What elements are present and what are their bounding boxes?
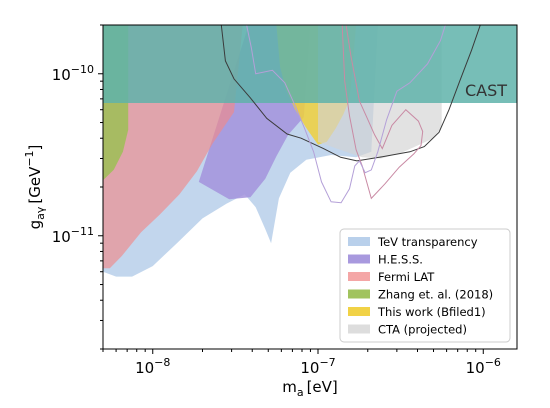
x-tick-label: 10−7 — [300, 356, 335, 377]
legend-label-fermi-lat: Fermi LAT — [378, 270, 435, 284]
plot-areas — [103, 25, 517, 277]
axis-ticks: 10−8 10−7 10−6 10−11 10−10 — [52, 24, 501, 377]
legend-swatch-cta-projected — [348, 324, 370, 334]
outline-dark — [220, 25, 481, 162]
legend-label-h-e-s-s: H.E.S.S. — [378, 253, 423, 267]
y-tick-label: 10−10 — [52, 63, 94, 84]
y-tick-label: 10−11 — [52, 225, 94, 246]
legend: TeV transparency H.E.S.S. Fermi LAT Zhang e… — [339, 228, 511, 343]
band-label-group: CAST — [465, 81, 507, 100]
region-cast-band — [103, 25, 517, 104]
x-tick-label: 10−6 — [466, 356, 501, 377]
legend-swatch-h-e-s-s — [348, 254, 370, 264]
legend-label-tev-transparency: TeV transparency — [377, 235, 478, 249]
legend-label-zhang-et-al-2018: Zhang et. al. (2018) — [378, 288, 493, 302]
legend-swatch-zhang-et-al-2018 — [348, 289, 370, 299]
legend-swatch-fermi-lat — [348, 272, 370, 281]
legend-label-cta-projected: CTA (projected) — [378, 323, 467, 337]
outline-lavender — [246, 25, 446, 204]
x-tick-label: 10−8 — [135, 356, 170, 377]
legend-box — [339, 228, 511, 343]
outline-pink — [341, 25, 424, 200]
legend-label-this-work-bfiled1: This work (Bfiled1) — [377, 305, 486, 319]
legend-swatch-tev-transparency — [348, 237, 370, 246]
x-axis-label: ma [eV] — [282, 378, 338, 399]
axis-labels: ma [eV] gaγ[GeV−1] — [23, 145, 338, 399]
plot-outlines — [220, 25, 481, 204]
band-label-cast: CAST — [465, 81, 507, 100]
y-axis-label: gaγ[GeV−1] — [23, 145, 47, 230]
legend-swatch-this-work-bfiled1 — [348, 307, 370, 316]
